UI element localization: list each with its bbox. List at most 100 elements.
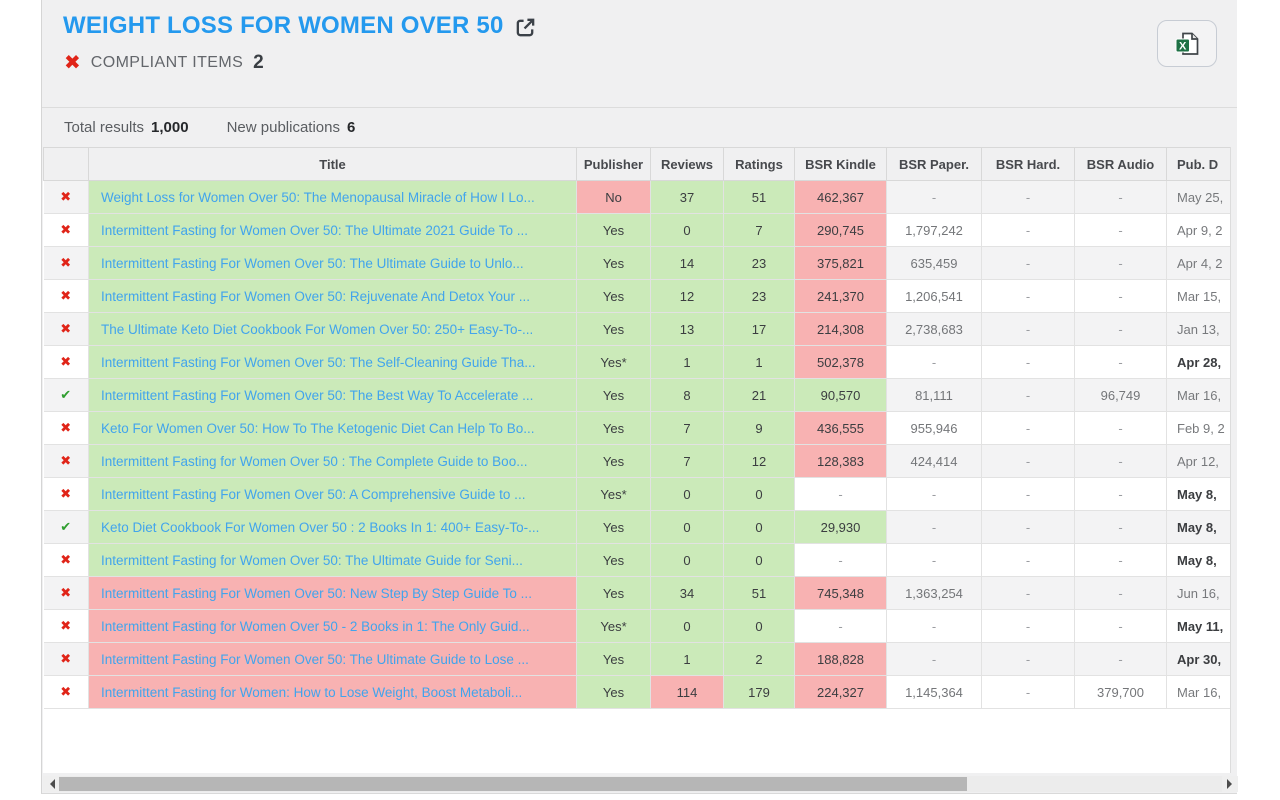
cell-bsr_paper: 1,145,364 bbox=[886, 675, 982, 709]
cell-title: Intermittent Fasting for Women Over 50: … bbox=[88, 543, 577, 577]
cell-publisher: Yes bbox=[576, 213, 651, 247]
title-link[interactable]: Intermittent Fasting for Women Over 50 :… bbox=[101, 453, 528, 469]
scroll-track[interactable] bbox=[59, 776, 1222, 792]
cell-bsr_hard: - bbox=[981, 345, 1075, 379]
cell-title: Intermittent Fasting For Women Over 50: … bbox=[88, 246, 577, 280]
cell-bsr_hard: - bbox=[981, 411, 1075, 445]
red-x-icon: ✖ bbox=[60, 486, 72, 501]
col-header-ratings[interactable]: Ratings bbox=[723, 147, 795, 181]
scroll-thumb[interactable] bbox=[59, 777, 967, 791]
compliant-items-count: 2 bbox=[253, 52, 264, 73]
red-x-icon: ✖ bbox=[60, 288, 72, 303]
col-header-title[interactable]: Title bbox=[88, 147, 577, 181]
table-row: ✖ Intermittent Fasting for Women Over 50:… bbox=[43, 543, 1230, 577]
red-x-icon: ✖ bbox=[60, 420, 72, 435]
table-row: ✖ Intermittent Fasting for Women: How to … bbox=[43, 675, 1230, 709]
cell-pub_date: May 8, bbox=[1166, 543, 1230, 577]
col-header-publisher[interactable]: Publisher bbox=[576, 147, 651, 181]
cell-pub_date: Apr 4, 2 bbox=[1166, 246, 1230, 280]
cell-title: Weight Loss for Women Over 50: The Menop… bbox=[88, 180, 577, 214]
title-link[interactable]: Intermittent Fasting For Women Over 50: … bbox=[101, 585, 532, 601]
title-link[interactable]: Keto For Women Over 50: How To The Ketog… bbox=[101, 420, 535, 436]
cell-status: ✖ bbox=[43, 543, 89, 577]
cell-ratings: 23 bbox=[723, 246, 795, 280]
cell-publisher: Yes bbox=[576, 510, 651, 544]
title-link[interactable]: The Ultimate Keto Diet Cookbook For Wome… bbox=[101, 321, 534, 337]
cell-status: ✔ bbox=[43, 378, 89, 412]
cell-publisher: Yes bbox=[576, 246, 651, 280]
cell-bsr_audio: - bbox=[1074, 609, 1167, 643]
title-link[interactable]: Intermittent Fasting For Women Over 50: … bbox=[101, 651, 529, 667]
col-header-bsr_paper[interactable]: BSR Paper. bbox=[886, 147, 982, 181]
title-link[interactable]: Intermittent Fasting For Women Over 50: … bbox=[101, 255, 524, 271]
page-title-text: WEIGHT LOSS FOR WOMEN OVER 50 bbox=[63, 12, 504, 39]
title-link[interactable]: Intermittent Fasting For Women Over 50: … bbox=[101, 486, 526, 502]
title-link[interactable]: Weight Loss for Women Over 50: The Menop… bbox=[101, 189, 535, 205]
cell-bsr_audio: - bbox=[1074, 213, 1167, 247]
cell-pub_date: Mar 16, bbox=[1166, 378, 1230, 412]
col-header-bsr_kindle[interactable]: BSR Kindle bbox=[794, 147, 887, 181]
cell-ratings: 51 bbox=[723, 576, 795, 610]
cell-reviews: 13 bbox=[650, 312, 724, 346]
cell-bsr_audio: - bbox=[1074, 312, 1167, 346]
col-header-bsr_audio[interactable]: BSR Audio bbox=[1074, 147, 1167, 181]
cell-bsr_paper: 1,363,254 bbox=[886, 576, 982, 610]
cell-ratings: 0 bbox=[723, 510, 795, 544]
title-link[interactable]: Intermittent Fasting for Women Over 50 -… bbox=[101, 618, 530, 634]
cell-publisher: Yes bbox=[576, 312, 651, 346]
col-header-status[interactable] bbox=[43, 147, 89, 181]
cell-publisher: Yes* bbox=[576, 345, 651, 379]
cell-reviews: 8 bbox=[650, 378, 724, 412]
cell-ratings: 21 bbox=[723, 378, 795, 412]
totals-bar: Total results 1,000 New publications 6 bbox=[42, 107, 1237, 147]
cell-title: Intermittent Fasting For Women Over 50: … bbox=[88, 378, 577, 412]
table-row: ✔ Intermittent Fasting For Women Over 50:… bbox=[43, 378, 1230, 412]
h-scrollbar[interactable] bbox=[43, 776, 1238, 792]
cell-title: Keto For Women Over 50: How To The Ketog… bbox=[88, 411, 577, 445]
scroll-right-arrow[interactable] bbox=[1222, 776, 1238, 792]
cell-reviews: 37 bbox=[650, 180, 724, 214]
cell-bsr_kindle: 462,367 bbox=[794, 180, 887, 214]
title-link[interactable]: Intermittent Fasting For Women Over 50: … bbox=[101, 354, 536, 370]
cell-bsr_kindle: 745,348 bbox=[794, 576, 887, 610]
title-link[interactable]: Intermittent Fasting For Women Over 50: … bbox=[101, 288, 530, 304]
table-row: ✖ Weight Loss for Women Over 50: The Meno… bbox=[43, 180, 1230, 214]
table-row: ✖ Intermittent Fasting For Women Over 50:… bbox=[43, 345, 1230, 379]
cell-status: ✖ bbox=[43, 312, 89, 346]
cell-status: ✖ bbox=[43, 180, 89, 214]
cell-bsr_paper: - bbox=[886, 477, 982, 511]
cell-publisher: Yes bbox=[576, 642, 651, 676]
cell-status: ✖ bbox=[43, 609, 89, 643]
title-link[interactable]: Intermittent Fasting for Women: How to L… bbox=[101, 684, 523, 700]
cell-ratings: 7 bbox=[723, 213, 795, 247]
title-link[interactable]: Keto Diet Cookbook For Women Over 50 : 2… bbox=[101, 519, 540, 535]
cell-bsr_paper: 1,797,242 bbox=[886, 213, 982, 247]
title-link[interactable]: Intermittent Fasting for Women Over 50: … bbox=[101, 222, 528, 238]
red-x-icon: ✖ bbox=[60, 585, 72, 600]
title-link[interactable]: Intermittent Fasting for Women Over 50: … bbox=[101, 552, 523, 568]
col-header-reviews[interactable]: Reviews bbox=[650, 147, 724, 181]
col-header-bsr_hard[interactable]: BSR Hard. bbox=[981, 147, 1075, 181]
new-publications: New publications 6 bbox=[227, 119, 356, 136]
cell-ratings: 17 bbox=[723, 312, 795, 346]
cell-bsr_audio: - bbox=[1074, 444, 1167, 478]
external-link-icon[interactable] bbox=[514, 16, 537, 39]
table-row: ✖ Intermittent Fasting for Women Over 50 … bbox=[43, 444, 1230, 478]
cell-pub_date: Feb 9, 2 bbox=[1166, 411, 1230, 445]
col-header-pub_date[interactable]: Pub. D bbox=[1166, 147, 1230, 181]
cell-bsr_audio: - bbox=[1074, 180, 1167, 214]
export-excel-button[interactable]: X bbox=[1157, 20, 1217, 67]
cell-bsr_kindle: 29,930 bbox=[794, 510, 887, 544]
cell-title: Intermittent Fasting For Women Over 50: … bbox=[88, 279, 577, 313]
page-title[interactable]: WEIGHT LOSS FOR WOMEN OVER 50 bbox=[63, 12, 537, 40]
svg-text:X: X bbox=[1179, 40, 1187, 52]
cell-bsr_kindle: 241,370 bbox=[794, 279, 887, 313]
cell-bsr_kindle: - bbox=[794, 543, 887, 577]
cell-ratings: 2 bbox=[723, 642, 795, 676]
cell-bsr_hard: - bbox=[981, 675, 1075, 709]
table-row: ✖ Intermittent Fasting For Women Over 50:… bbox=[43, 279, 1230, 313]
cell-ratings: 0 bbox=[723, 543, 795, 577]
title-link[interactable]: Intermittent Fasting For Women Over 50: … bbox=[101, 387, 534, 403]
scroll-left-arrow[interactable] bbox=[43, 776, 59, 792]
red-x-icon: ✖ bbox=[60, 189, 72, 204]
